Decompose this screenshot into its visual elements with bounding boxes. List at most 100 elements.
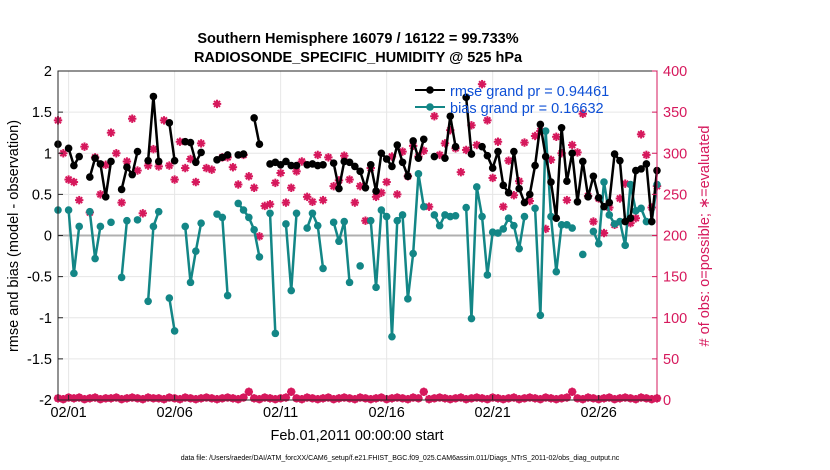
obs-possible-star <box>310 396 315 401</box>
obs-evaluated-point <box>395 192 400 197</box>
rmse-point <box>292 161 301 170</box>
bias-point <box>250 225 258 234</box>
bias-point <box>292 209 301 218</box>
obs-evaluated-point <box>458 169 464 175</box>
obs-possible-star <box>135 396 140 401</box>
bias-point <box>86 207 94 216</box>
obs-possible-star <box>145 395 151 400</box>
rmse-point <box>335 184 343 193</box>
obs-evaluated-point <box>501 204 506 209</box>
obs-evaluated-point <box>294 169 299 174</box>
bias-point <box>197 219 205 227</box>
obs-evaluated-point <box>289 185 294 190</box>
bias-point <box>91 254 99 263</box>
rmse-point <box>494 147 502 156</box>
rmse-point <box>186 138 195 147</box>
obs-possible-star <box>304 395 310 400</box>
rmse-line <box>464 97 473 155</box>
obs-evaluated-point <box>82 144 87 149</box>
y-left-tick-label: -0.5 <box>27 270 52 286</box>
obs-possible-star <box>326 395 331 400</box>
obs-evaluated-point <box>617 196 623 201</box>
obs-evaluated-point <box>569 142 575 148</box>
obs-evaluated-point <box>273 180 278 186</box>
rmse-point <box>446 112 455 121</box>
obs-possible-star <box>267 396 273 401</box>
bias-point <box>515 244 523 253</box>
obs-possible-star <box>357 395 363 400</box>
obs-possible-star <box>204 395 209 400</box>
rmse-point <box>478 142 486 151</box>
bias-line <box>305 212 325 269</box>
obs-evaluated-point <box>71 179 77 185</box>
rmse-point <box>170 156 179 165</box>
obs-evaluated-point <box>172 177 177 182</box>
bias-point <box>504 214 513 223</box>
obs-possible-star <box>532 396 538 401</box>
rmse-point <box>547 178 555 186</box>
obs-possible-star <box>575 396 580 401</box>
obs-evaluated-point <box>326 155 331 160</box>
x-tick-label: 02/16 <box>369 405 405 421</box>
rmse-point <box>64 144 73 153</box>
rmse-point <box>144 156 152 165</box>
legend: rmse grand pr = 0.94461 bias grand pr = … <box>415 84 609 117</box>
obs-evaluated-point <box>421 148 426 153</box>
rmse-point <box>91 154 99 162</box>
rmse-point <box>377 149 386 158</box>
rmse-point <box>642 160 651 168</box>
obs-evaluated-point <box>564 197 570 203</box>
y-left-tick-label: -1.5 <box>27 352 52 368</box>
bias-point <box>287 286 296 295</box>
rmse-point <box>488 164 497 172</box>
rmse-point <box>573 197 582 206</box>
bias-point <box>616 217 624 226</box>
obs-possible-star <box>469 396 474 401</box>
rmse-point <box>282 157 290 166</box>
obs-evaluated-point <box>183 165 188 171</box>
x-tick-label: 02/26 <box>581 405 617 421</box>
obs-evaluated-point <box>214 101 220 107</box>
obs-possible-star <box>432 396 437 401</box>
obs-possible-star <box>569 389 575 394</box>
y-left-tick-label: 1.5 <box>32 105 52 121</box>
obs-evaluated-point <box>575 150 580 155</box>
obs-evaluated-point <box>267 202 273 207</box>
obs-possible-star <box>289 389 294 394</box>
rmse-point <box>578 157 587 166</box>
rmse-point <box>117 185 126 194</box>
obs-possible-star <box>437 395 442 400</box>
rmse-point <box>557 123 566 132</box>
bias-point <box>589 227 598 236</box>
rmse-point <box>605 198 614 207</box>
obs-possible-star <box>198 396 204 401</box>
obs-evaluated-point <box>426 204 432 209</box>
rmse-point <box>133 147 142 156</box>
rmse-point <box>351 162 359 171</box>
bias-point <box>234 199 243 208</box>
bias-point <box>494 229 502 237</box>
obs-evaluated-point <box>479 81 485 87</box>
obs-evaluated-point <box>633 216 638 221</box>
y-axis-left: -2 -1.5 -1 -0.5 0 0.5 1 1.5 2 <box>27 64 63 409</box>
obs-possible-star <box>607 395 612 400</box>
obs-evaluated-point <box>278 170 283 176</box>
bias-point <box>568 224 576 232</box>
obs-possible-star <box>225 395 230 400</box>
obs-evaluated-point <box>352 200 358 205</box>
bias-line <box>168 297 176 332</box>
obs-possible-star <box>103 396 108 401</box>
rmse-point <box>584 193 592 201</box>
obs-possible-star <box>114 395 119 400</box>
bias-point <box>218 213 227 222</box>
rmse-point <box>239 150 248 158</box>
rmse-point <box>462 93 470 102</box>
bias-point <box>462 203 470 212</box>
rmse-point <box>594 193 603 202</box>
y-axis-right-label: # of obs: o=possible; ∗=evaluated <box>697 126 713 347</box>
rmse-point <box>361 183 370 192</box>
obs-evaluated-point <box>601 230 607 236</box>
rmse-point <box>329 159 338 167</box>
x-tick-label: 02/01 <box>50 405 86 421</box>
obs-possible-star <box>336 396 342 401</box>
